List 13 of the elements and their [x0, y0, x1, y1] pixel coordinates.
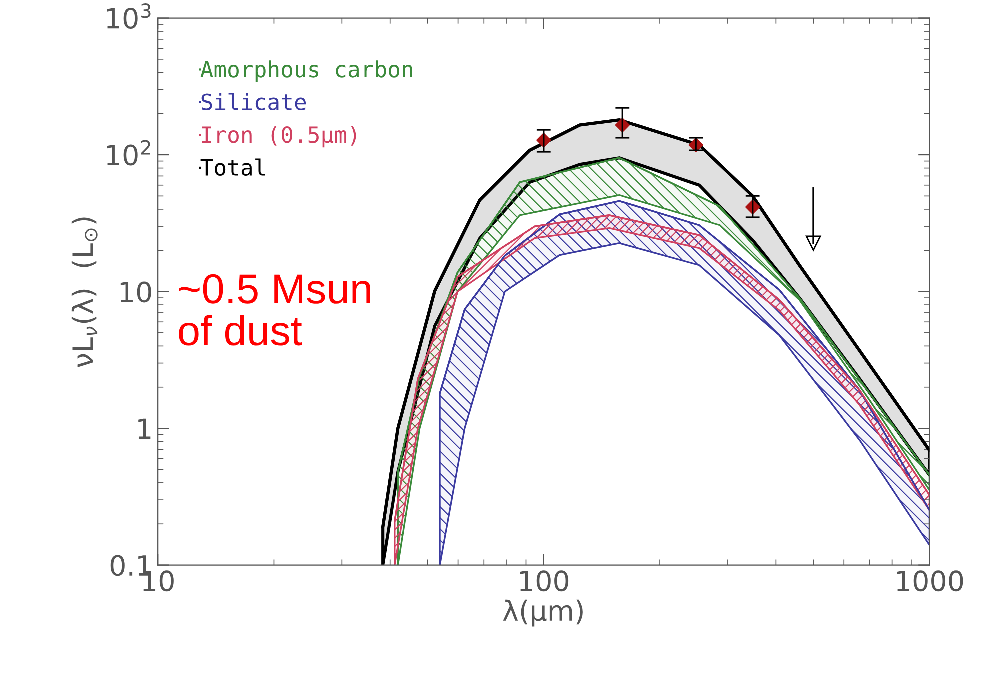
- y-tick-label: 1: [138, 418, 151, 440]
- x-axis-title: λ(μm): [503, 600, 583, 627]
- y-tick-label: 10$^{2}$: [107, 140, 150, 166]
- y-axis-title: νL$_{ν}$(λ) (L$_{⊙}$): [72, 218, 98, 368]
- x-tick-label: 100: [520, 570, 569, 592]
- y-tick-label: 10$^{3}$: [107, 4, 151, 30]
- annotation: ~0.5 Msun of dust: [179, 274, 370, 346]
- y-tick-label: 10: [120, 282, 152, 303]
- legend-label: Iron (0.5μm): [202, 126, 356, 148]
- legend-label: Amorphous carbon: [200, 60, 412, 82]
- legend-label: Silicate: [202, 93, 306, 111]
- legend-label: Total: [200, 158, 266, 176]
- x-tick-label: 1000: [897, 570, 964, 592]
